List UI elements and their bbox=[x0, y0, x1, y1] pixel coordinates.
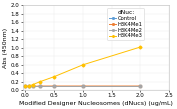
H3K4Me3 bbox=[53, 76, 55, 77]
H3K4Me3 bbox=[32, 84, 34, 85]
Control bbox=[53, 86, 55, 87]
H3K4Me2 bbox=[32, 86, 34, 87]
H3K4Me1 bbox=[82, 85, 84, 87]
H3K4Me2 bbox=[24, 86, 26, 87]
Line: H3K4Me1: H3K4Me1 bbox=[24, 85, 141, 88]
H3K4Me2 bbox=[39, 86, 41, 87]
H3K4Me2 bbox=[28, 86, 30, 87]
H3K4Me3 bbox=[82, 64, 84, 66]
H3K4Me3 bbox=[139, 46, 141, 48]
Line: H3K4Me3: H3K4Me3 bbox=[24, 46, 141, 88]
H3K4Me1 bbox=[39, 85, 41, 87]
Legend: Control, H3K4Me1, H3K4Me2, H3K4Me3: Control, H3K4Me1, H3K4Me2, H3K4Me3 bbox=[107, 8, 144, 41]
H3K4Me1 bbox=[24, 86, 26, 87]
H3K4Me3 bbox=[39, 81, 41, 82]
H3K4Me1 bbox=[139, 85, 141, 87]
H3K4Me2 bbox=[82, 86, 84, 87]
H3K4Me3 bbox=[28, 85, 30, 87]
Line: H3K4Me2: H3K4Me2 bbox=[24, 85, 141, 88]
H3K4Me1 bbox=[53, 85, 55, 87]
X-axis label: Modified Designer Nucleosomes (dNucs) (ug/mL): Modified Designer Nucleosomes (dNucs) (u… bbox=[19, 100, 173, 106]
H3K4Me2 bbox=[53, 86, 55, 87]
Control bbox=[32, 86, 34, 87]
Control bbox=[24, 86, 26, 87]
Control bbox=[28, 86, 30, 87]
Control bbox=[139, 86, 141, 87]
H3K4Me2 bbox=[139, 86, 141, 87]
Y-axis label: Abs (450nm): Abs (450nm) bbox=[4, 28, 8, 68]
Control bbox=[82, 86, 84, 87]
H3K4Me1 bbox=[28, 86, 30, 87]
H3K4Me3 bbox=[24, 86, 26, 87]
Control bbox=[39, 86, 41, 87]
Line: Control: Control bbox=[24, 85, 141, 88]
H3K4Me1 bbox=[32, 86, 34, 87]
